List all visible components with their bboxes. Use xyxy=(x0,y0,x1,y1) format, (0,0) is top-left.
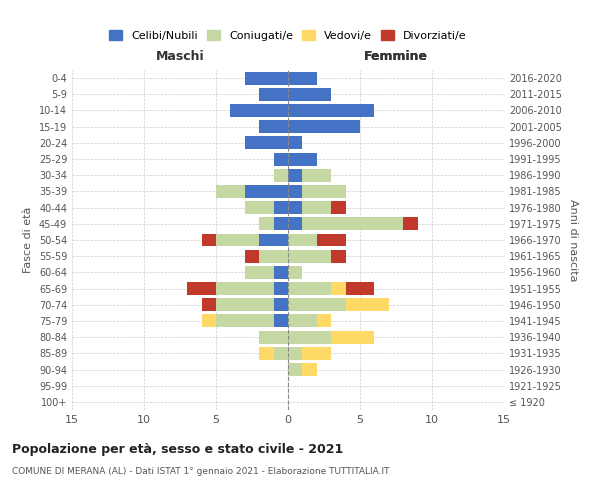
Bar xyxy=(187,282,216,295)
Bar xyxy=(302,201,331,214)
Bar xyxy=(216,314,274,328)
Bar xyxy=(302,347,331,360)
Bar xyxy=(274,201,288,214)
Text: Femmine: Femmine xyxy=(364,50,428,63)
Bar xyxy=(288,218,302,230)
Bar xyxy=(216,234,259,246)
Bar xyxy=(259,250,288,262)
Bar xyxy=(302,363,317,376)
Bar xyxy=(245,250,259,262)
Bar xyxy=(230,104,288,117)
Bar xyxy=(274,282,288,295)
Bar xyxy=(202,314,216,328)
Bar xyxy=(245,266,274,279)
Bar xyxy=(216,185,245,198)
Bar xyxy=(274,298,288,311)
Bar xyxy=(331,282,346,295)
Bar xyxy=(259,330,288,344)
Text: Femmine: Femmine xyxy=(364,50,428,63)
Bar xyxy=(346,282,374,295)
Bar xyxy=(288,201,302,214)
Bar xyxy=(274,266,288,279)
Bar xyxy=(288,347,302,360)
Bar xyxy=(216,298,274,311)
Bar xyxy=(288,282,331,295)
Bar xyxy=(403,218,418,230)
Text: Maschi: Maschi xyxy=(155,50,205,63)
Text: Popolazione per età, sesso e stato civile - 2021: Popolazione per età, sesso e stato civil… xyxy=(12,442,343,456)
Bar xyxy=(302,169,331,181)
Bar xyxy=(288,363,302,376)
Bar xyxy=(302,218,403,230)
Bar xyxy=(274,314,288,328)
Legend: Celibi/Nubili, Coniugati/e, Vedovi/e, Divorziati/e: Celibi/Nubili, Coniugati/e, Vedovi/e, Di… xyxy=(107,28,469,43)
Bar xyxy=(331,250,346,262)
Bar xyxy=(245,72,288,85)
Bar xyxy=(288,152,317,166)
Bar xyxy=(202,298,216,311)
Bar xyxy=(216,282,274,295)
Bar xyxy=(288,88,331,101)
Bar xyxy=(274,152,288,166)
Bar xyxy=(288,250,331,262)
Y-axis label: Anni di nascita: Anni di nascita xyxy=(568,198,578,281)
Bar xyxy=(331,201,346,214)
Bar xyxy=(346,298,389,311)
Bar xyxy=(274,218,288,230)
Bar xyxy=(245,185,288,198)
Bar xyxy=(288,120,360,133)
Bar xyxy=(288,185,302,198)
Bar xyxy=(259,218,274,230)
Bar xyxy=(288,314,317,328)
Bar xyxy=(274,347,288,360)
Bar xyxy=(288,104,374,117)
Bar xyxy=(202,234,216,246)
Bar xyxy=(259,234,288,246)
Bar xyxy=(288,266,302,279)
Bar xyxy=(259,88,288,101)
Bar xyxy=(245,201,274,214)
Bar xyxy=(245,136,288,149)
Bar xyxy=(317,234,346,246)
Bar xyxy=(288,169,302,181)
Bar xyxy=(288,330,331,344)
Bar xyxy=(288,136,302,149)
Bar xyxy=(302,185,346,198)
Bar xyxy=(259,347,274,360)
Bar xyxy=(288,298,346,311)
Bar xyxy=(331,330,374,344)
Y-axis label: Fasce di età: Fasce di età xyxy=(23,207,33,273)
Bar xyxy=(274,169,288,181)
Text: COMUNE DI MERANA (AL) - Dati ISTAT 1° gennaio 2021 - Elaborazione TUTTITALIA.IT: COMUNE DI MERANA (AL) - Dati ISTAT 1° ge… xyxy=(12,468,389,476)
Bar xyxy=(288,72,317,85)
Bar xyxy=(259,120,288,133)
Bar xyxy=(317,314,331,328)
Bar xyxy=(288,234,317,246)
